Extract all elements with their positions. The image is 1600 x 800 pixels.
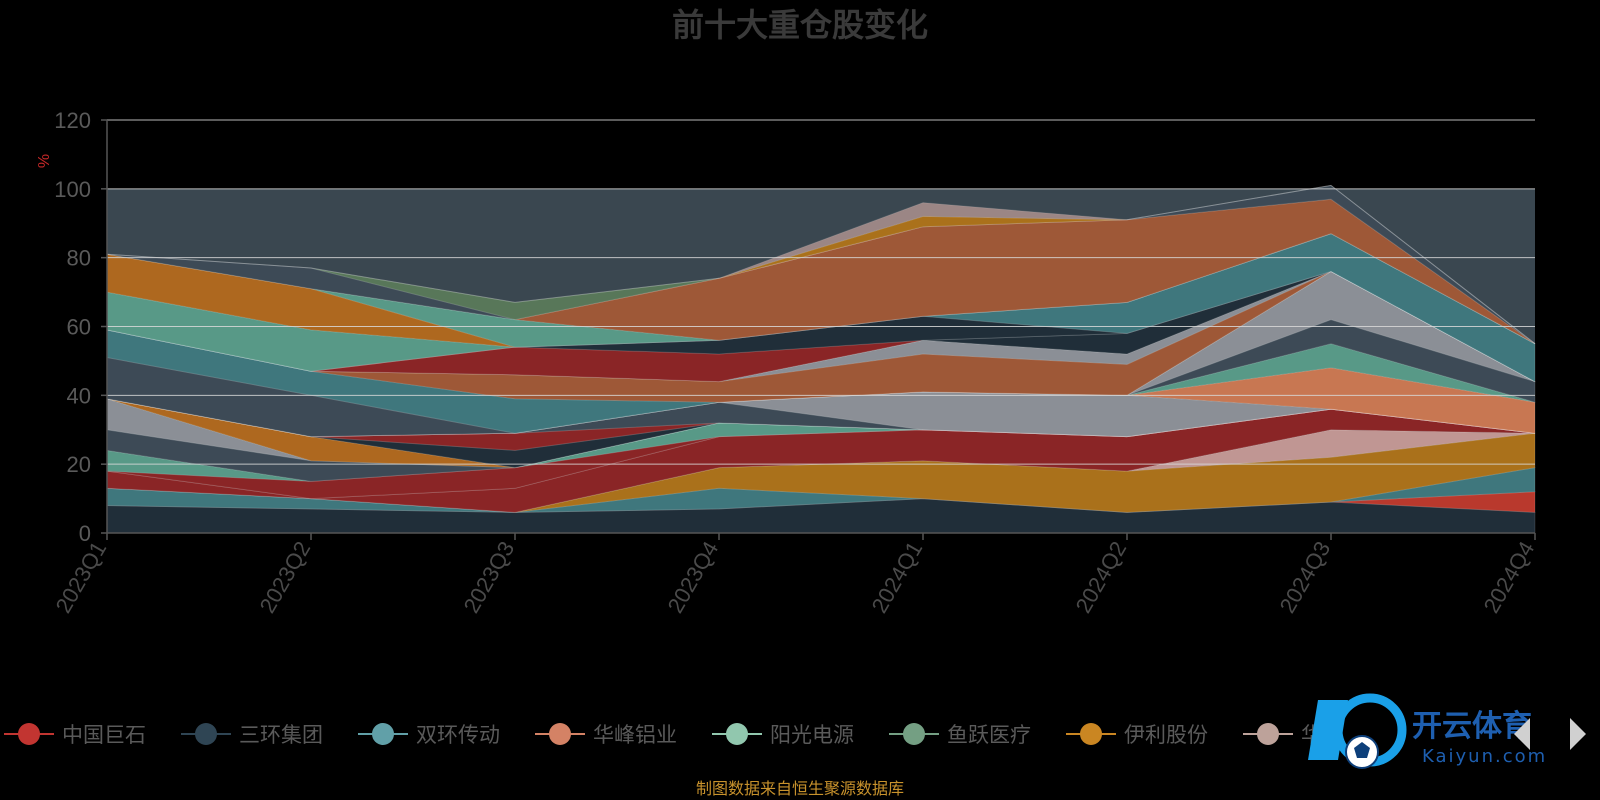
legend-marker	[372, 723, 394, 745]
y-tick-label: 60	[67, 315, 91, 340]
y-tick-label: 0	[79, 521, 91, 546]
legend-label: 三环集团	[239, 723, 323, 747]
legend-item[interactable]: 伊利股份	[1066, 723, 1208, 747]
x-tick-label: 2023Q1	[51, 537, 112, 617]
legend-label: 中国巨石	[62, 723, 146, 747]
watermark-brand: 开云体育	[1412, 709, 1532, 744]
x-tick-label: 2024Q4	[1479, 537, 1540, 617]
y-axis-ticks: 0 20 40 60 80 100 120	[54, 108, 107, 546]
plot-band-upper	[107, 120, 1535, 189]
kaiyun-logo-icon	[1308, 693, 1407, 769]
legend-marker	[1080, 723, 1102, 745]
watermark-sub: Kaiyun.com	[1422, 746, 1547, 767]
area-series-27	[106, 233, 1536, 383]
plot-area	[106, 119, 1536, 534]
legend-marker	[726, 723, 748, 745]
legend-marker	[18, 723, 40, 745]
legend-marker	[1257, 723, 1279, 745]
legend-item[interactable]: 阳光电源	[712, 723, 854, 747]
legend-item[interactable]: 鱼跃医疗	[889, 723, 1031, 747]
data-source-note: 制图数据来自恒生聚源数据库	[696, 779, 904, 798]
y-tick-label: 80	[67, 246, 91, 271]
legend-marker	[903, 723, 925, 745]
y-tick-label: 120	[54, 108, 91, 133]
legend-next-icon[interactable]	[1570, 718, 1586, 750]
legend-item[interactable]: 三环集团	[181, 723, 323, 747]
watermark: 开云体育 Kaiyun.com	[1308, 693, 1547, 769]
legend-item[interactable]: 双环传动	[358, 723, 500, 747]
x-tick-label: 2023Q3	[459, 537, 520, 617]
y-tick-label: 20	[67, 452, 91, 477]
x-axis-ticks: 2023Q1 2023Q2 2023Q3 2023Q4 2024Q1 2024Q2 2024…	[51, 533, 1540, 617]
y-tick-label: 100	[54, 177, 91, 202]
legend-label: 双环传动	[416, 723, 500, 747]
x-tick-label: 2023Q2	[255, 537, 316, 617]
y-tick-label: 40	[67, 383, 91, 408]
legend: 中国巨石 三环集团 双环传动 华峰铝业 阳光电源 鱼跃医疗 伊利股份 华	[4, 723, 1322, 747]
legend-item[interactable]: 华峰铝业	[535, 723, 677, 747]
legend-item[interactable]: 华	[1243, 723, 1322, 747]
x-tick-label: 2024Q3	[1275, 537, 1336, 617]
legend-label: 鱼跃医疗	[947, 723, 1031, 747]
area-series-35	[106, 184, 1536, 345]
legend-label: 华峰铝业	[593, 723, 677, 747]
x-tick-label: 2023Q4	[663, 537, 724, 617]
x-tick-label: 2024Q2	[1071, 537, 1132, 617]
legend-marker	[195, 723, 217, 745]
legend-prev-icon[interactable]	[1514, 718, 1530, 750]
legend-marker	[549, 723, 571, 745]
chart-title: 前十大重仓股变化	[672, 6, 928, 44]
legend-item[interactable]: 中国巨石	[4, 723, 146, 747]
legend-label: 阳光电源	[770, 723, 854, 747]
legend-pager[interactable]	[1514, 718, 1586, 750]
y-axis-unit: %	[36, 154, 53, 168]
x-tick-label: 2024Q1	[867, 537, 928, 617]
area-series-2	[106, 467, 1536, 513]
area-series-5	[106, 408, 1536, 513]
legend-label: 伊利股份	[1124, 723, 1208, 747]
